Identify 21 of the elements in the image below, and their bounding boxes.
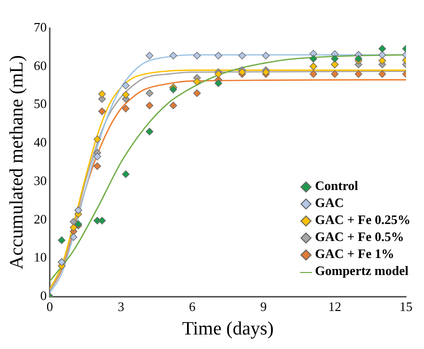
- y-tick-label: 20: [34, 211, 47, 226]
- legend-label: Control: [315, 178, 358, 193]
- legend-label: GAC + Fe 1%: [315, 246, 394, 261]
- legend-label: GAC: [315, 195, 344, 210]
- x-tick-label: 6: [189, 298, 196, 314]
- y-tick-label: 10: [34, 250, 47, 265]
- legend-label: Gompertz model: [315, 263, 409, 278]
- y-tick-label: 30: [34, 172, 47, 188]
- x-tick-label: 9: [260, 298, 267, 314]
- y-tick-label: 70: [34, 19, 47, 34]
- y-axis-title: Accumulated methane (mL): [6, 55, 28, 270]
- x-tick-label: 15: [400, 298, 412, 314]
- y-tick-label: 60: [34, 58, 47, 73]
- x-axis-title: Time (days): [182, 318, 274, 340]
- y-tick-label: 50: [34, 96, 47, 112]
- x-tick-label: 3: [118, 298, 124, 314]
- y-tick-label: 40: [34, 134, 47, 150]
- legend-label: GAC + Fe 0.25%: [315, 212, 411, 227]
- x-tick-label: 12: [328, 298, 342, 314]
- legend-label: GAC + Fe 0.5%: [315, 229, 404, 244]
- y-tick-label: 0: [40, 288, 47, 304]
